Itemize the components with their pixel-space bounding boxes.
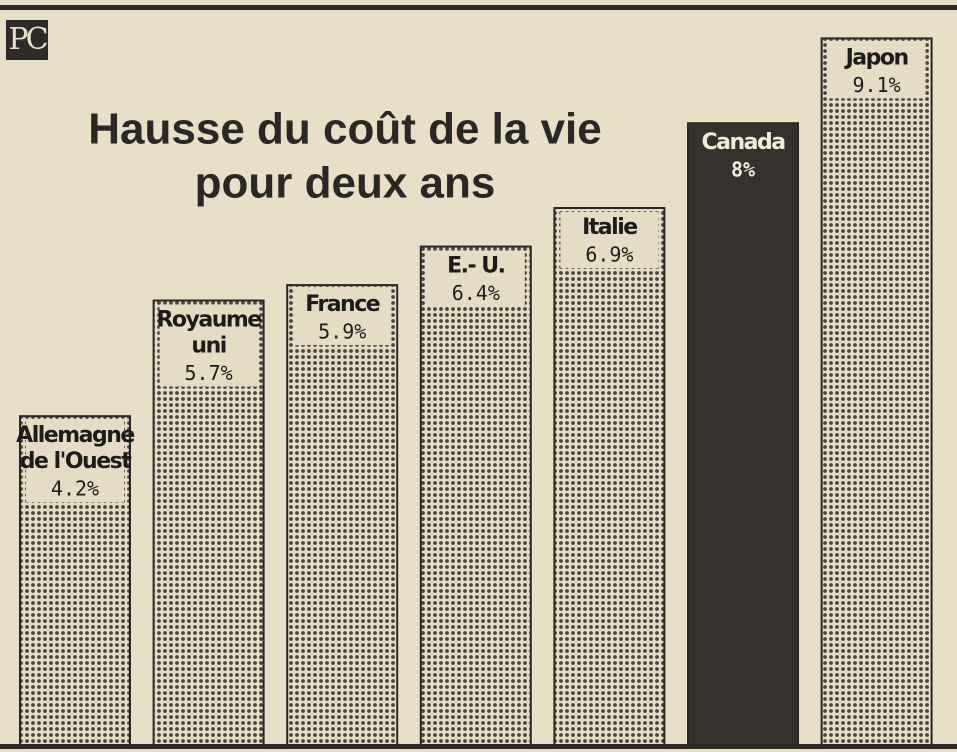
logo: PC <box>8 22 47 57</box>
label-box <box>26 420 124 503</box>
bar <box>286 284 399 746</box>
value-label: 9.1% <box>853 73 901 97</box>
value-label: 5.9% <box>318 320 366 344</box>
value-label: 8% <box>731 158 755 182</box>
bar <box>687 122 799 746</box>
bar <box>820 37 933 746</box>
bar <box>553 207 666 746</box>
chart-title: pour deux ans <box>195 159 496 208</box>
value-label: 5.7% <box>185 361 233 385</box>
bar <box>419 245 532 746</box>
category-label: Royaume <box>156 308 261 333</box>
label-box <box>426 250 525 307</box>
category-label: Italie <box>582 215 637 240</box>
logo-box <box>6 20 48 60</box>
category-label: Japon <box>844 45 908 70</box>
category-label: de l'Ouest <box>20 449 132 474</box>
label-box <box>560 212 659 269</box>
value-label: 6.4% <box>452 281 500 305</box>
category-label: uni <box>191 334 225 359</box>
category-label: Allemagne <box>16 423 134 448</box>
category-label: Canada <box>701 130 785 155</box>
top-rule <box>0 5 957 10</box>
chart-title: Hausse du coût de la vie <box>88 105 602 154</box>
label-box <box>293 289 392 346</box>
label-box <box>159 304 258 387</box>
category-label: France <box>305 292 380 317</box>
label-box <box>827 42 926 99</box>
category-label: E.- U. <box>447 254 505 279</box>
bottom-rule <box>0 744 957 749</box>
value-label: 4.2% <box>51 477 99 501</box>
value-label: 6.9% <box>585 243 633 267</box>
